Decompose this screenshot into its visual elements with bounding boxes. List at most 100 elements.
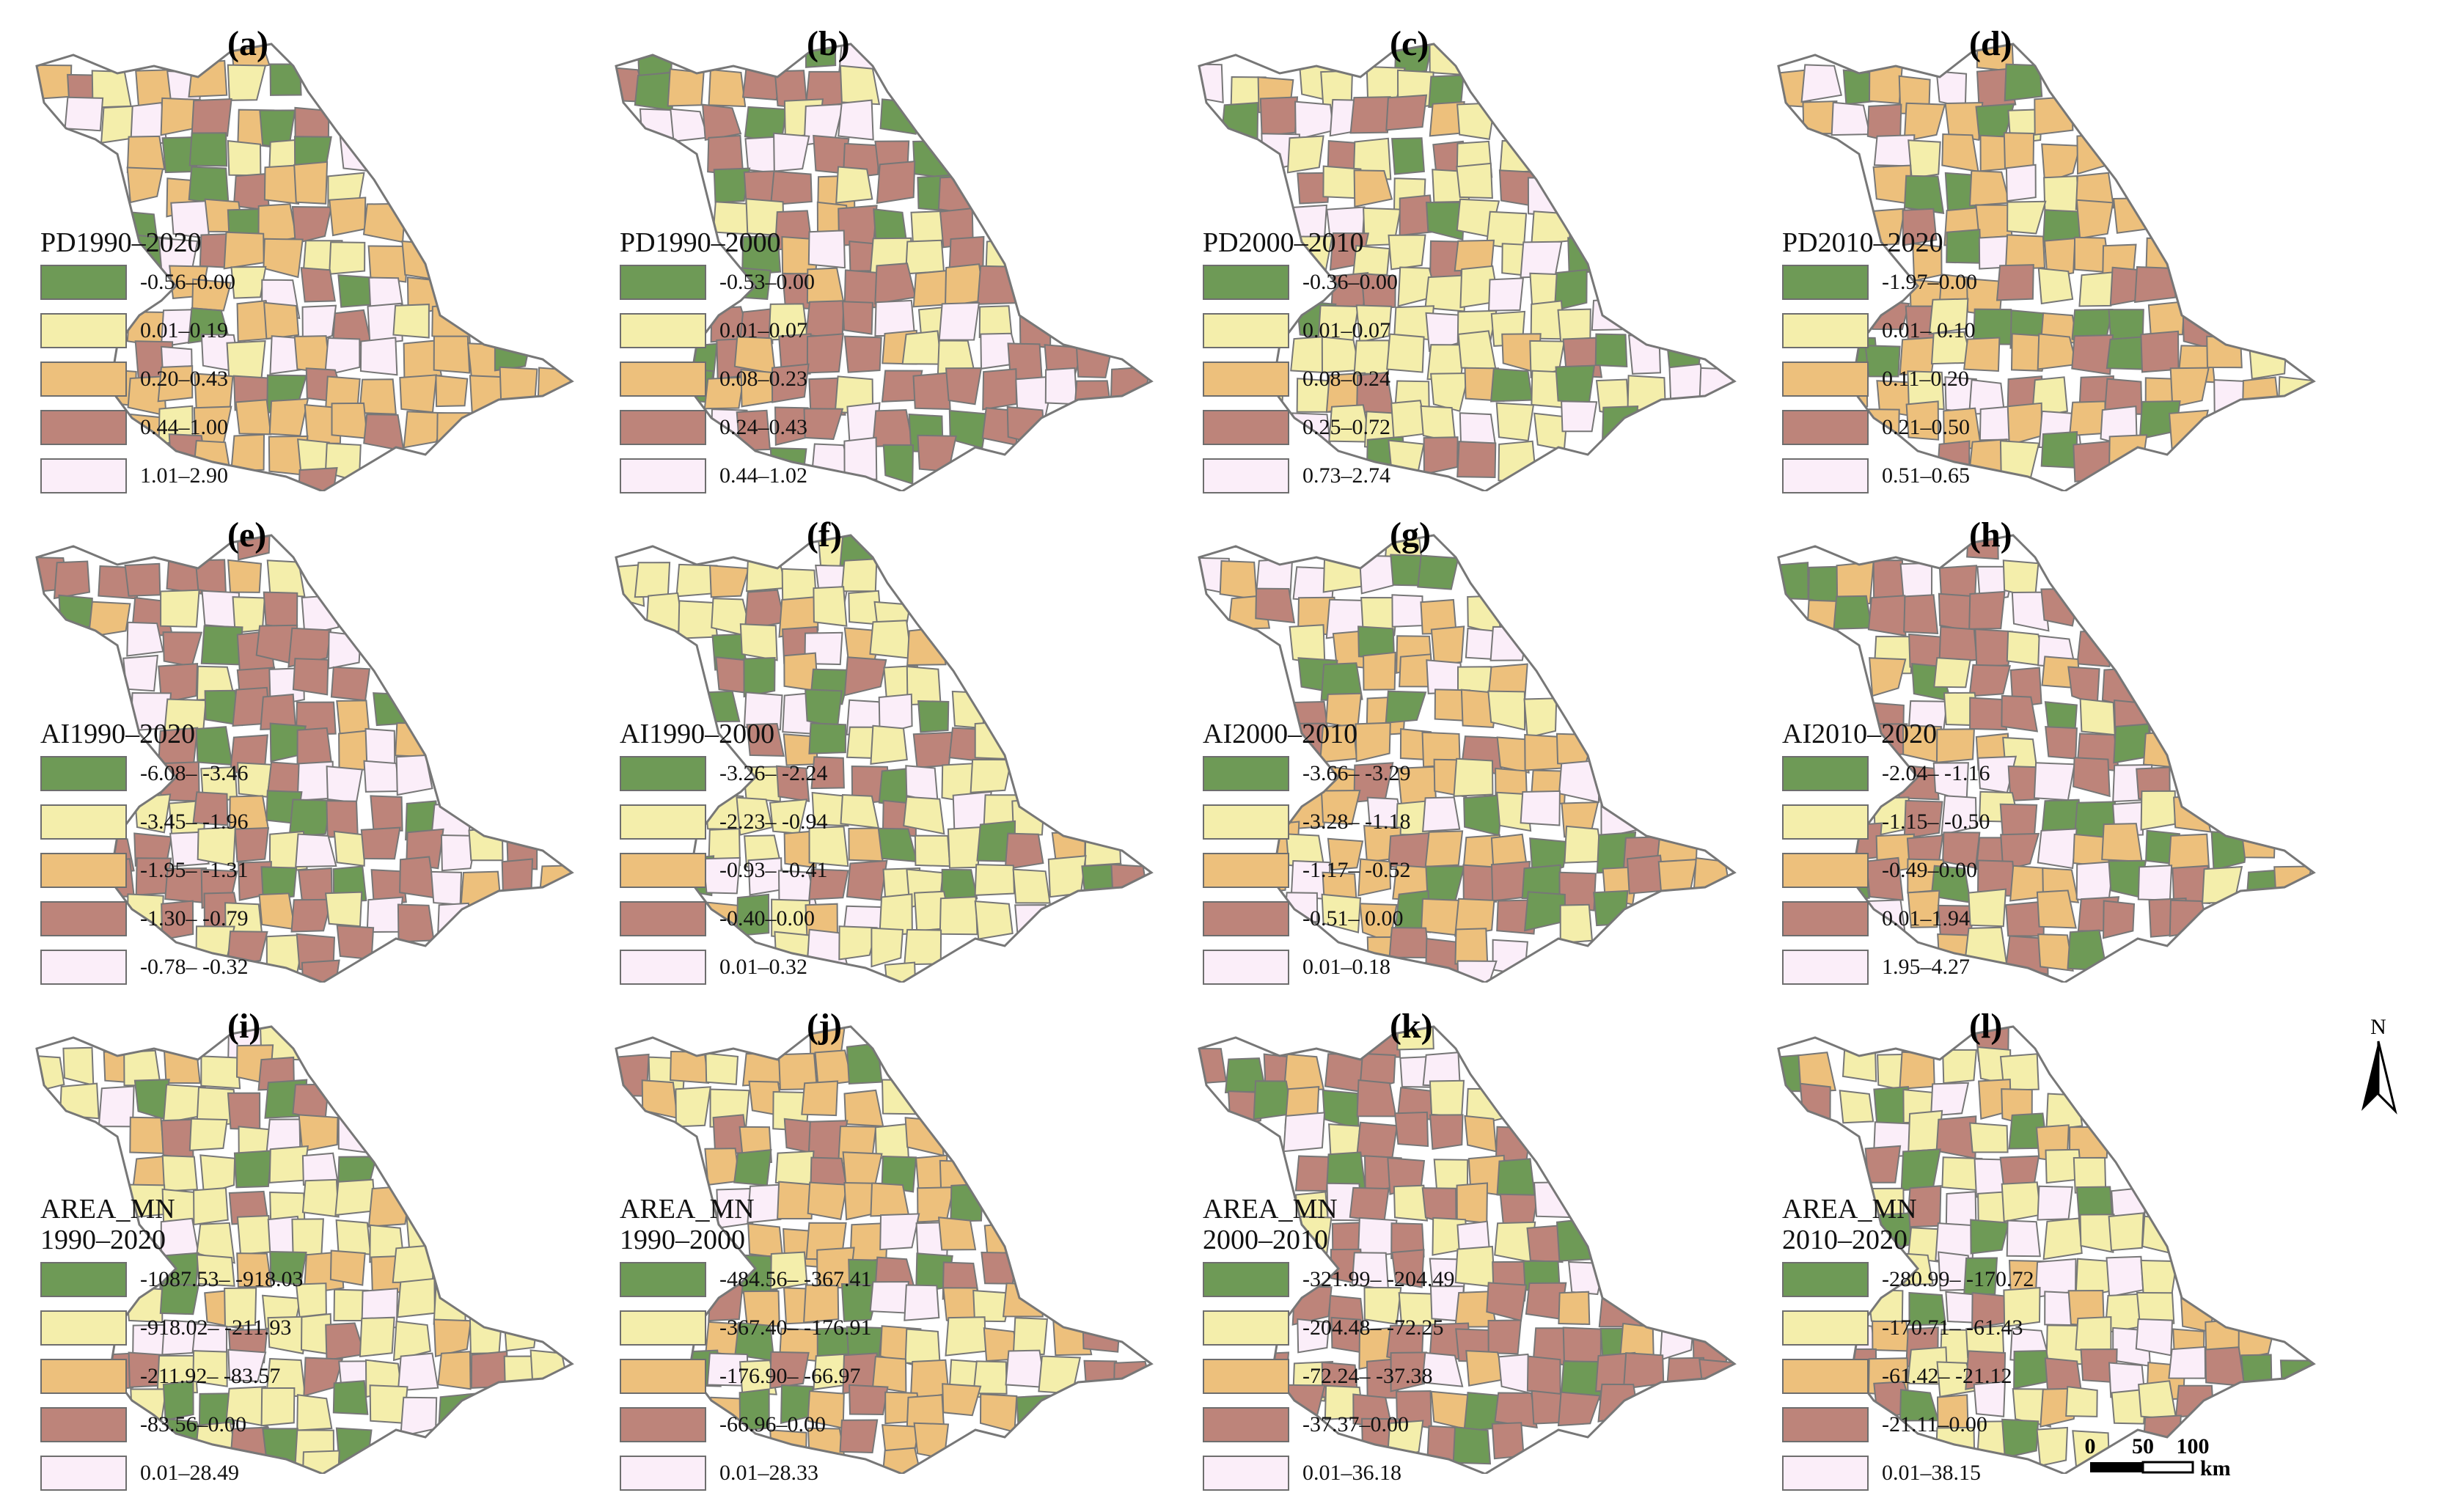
county-region xyxy=(2106,1255,2144,1298)
county-region xyxy=(1360,596,1399,636)
legend-range: 0.01– 0.10 xyxy=(1882,318,1976,342)
county-region xyxy=(161,900,194,941)
legend-item: 0.44–1.00 xyxy=(40,403,235,452)
county-region xyxy=(359,378,397,415)
legend-item: -170.71– -61.43 xyxy=(1782,1304,2034,1352)
county-region xyxy=(1593,889,1629,927)
legend-item: -1087.53– -918.03 xyxy=(40,1255,303,1304)
county-region xyxy=(1567,237,1605,275)
legend-range: -1087.53– -918.03 xyxy=(140,1267,304,1291)
county-region xyxy=(1386,333,1425,373)
legend-swatch xyxy=(40,804,127,840)
county-region xyxy=(2006,1219,2041,1258)
legend-swatch xyxy=(40,1262,127,1297)
legend: AREA_MN 2000–2010 -321.99– -204.49 -204.48… xyxy=(1203,1194,1454,1497)
legend-range: -0.36–0.00 xyxy=(1302,270,1398,294)
county-region xyxy=(430,870,463,906)
county-region xyxy=(329,241,366,275)
county-region xyxy=(838,99,874,141)
legend-range: -1.30– -0.79 xyxy=(140,906,249,931)
panel-label: (h) xyxy=(1969,515,2012,554)
county-region xyxy=(62,1046,95,1087)
county-region xyxy=(803,408,844,440)
legend-item: 1.01–2.90 xyxy=(40,452,235,500)
legend-swatch xyxy=(1203,1310,1289,1346)
panel-label: (b) xyxy=(807,24,850,63)
county-region xyxy=(2134,265,2177,304)
county-region xyxy=(2075,199,2114,240)
legend-title: PD2010–2020 xyxy=(1782,227,1943,258)
county-region xyxy=(904,1284,940,1321)
county-region xyxy=(1559,903,1594,944)
legend-swatch xyxy=(40,265,127,300)
county-region xyxy=(227,139,262,177)
legend-item: -176.90– -66.97 xyxy=(620,1352,871,1401)
county-region xyxy=(1360,272,1396,310)
county-region xyxy=(335,1219,372,1255)
legend-range: -1.15– -0.50 xyxy=(1882,810,1990,834)
county-region xyxy=(1457,330,1497,370)
county-region xyxy=(848,827,884,862)
legend-range: -37.37–0.00 xyxy=(1302,1412,1409,1436)
county-region xyxy=(291,205,332,244)
legend-range: -21.11–0.00 xyxy=(1882,1412,1987,1436)
county-region xyxy=(2036,1426,2069,1467)
county-region xyxy=(258,892,296,931)
county-region xyxy=(157,365,194,403)
county-region xyxy=(739,1388,770,1432)
county-region xyxy=(938,301,981,341)
county-region xyxy=(236,1252,273,1288)
county-region xyxy=(2137,865,2173,901)
county-region xyxy=(1903,799,1943,840)
county-region xyxy=(746,722,785,757)
map-panel-j xyxy=(615,1025,1154,1474)
county-region xyxy=(362,202,406,243)
county-region xyxy=(1975,204,2013,240)
county-region xyxy=(1839,1090,1875,1124)
county-region xyxy=(742,1290,780,1327)
legend-item: -83.56–0.00 xyxy=(40,1401,303,1449)
county-region xyxy=(469,1316,503,1354)
legend: AI1990–2020 -6.08– -3.46 -3.45– -1.96 -1.95… xyxy=(40,719,248,991)
county-region xyxy=(363,760,400,793)
county-region xyxy=(1462,864,1498,904)
county-region xyxy=(839,65,881,106)
legend-item: 0.01– 0.10 xyxy=(1782,307,1977,355)
legend-title: AI1990–2020 xyxy=(40,719,196,749)
legend-item: 0.11–0.20 xyxy=(1782,355,1977,403)
county-region xyxy=(2140,790,2176,831)
county-region xyxy=(440,834,478,872)
legend: PD1990–2020 -0.56–0.00 0.01–0.19 0.20–0.43 0… xyxy=(40,227,235,500)
county-region xyxy=(194,559,227,595)
legend-range: -3.26– -2.24 xyxy=(719,761,828,785)
county-region xyxy=(1421,1351,1464,1387)
county-region xyxy=(945,1316,987,1357)
county-region xyxy=(433,1318,472,1358)
panel-label: (k) xyxy=(1390,1007,1433,1046)
county-region xyxy=(2007,200,2047,235)
legend-title: AI1990–2000 xyxy=(620,719,775,749)
county-region xyxy=(807,230,846,269)
county-region xyxy=(1487,1319,1522,1355)
legend-swatch xyxy=(40,1359,127,1394)
county-region xyxy=(1900,1148,1941,1192)
county-region xyxy=(2138,1380,2177,1420)
county-region xyxy=(1294,1155,1330,1192)
county-region xyxy=(1526,1225,1564,1263)
legend: PD2000–2010 -0.36–0.00 0.01–0.07 0.08–0.24 0… xyxy=(1203,227,1398,500)
county-region xyxy=(744,589,786,631)
legend-item: -21.11–0.00 xyxy=(1782,1401,2034,1449)
legend-range: 0.01–0.18 xyxy=(1302,955,1390,979)
county-region xyxy=(942,1383,982,1417)
legend-swatch xyxy=(1203,265,1289,300)
county-region xyxy=(1492,939,1528,976)
county-region xyxy=(327,631,362,669)
legend-item: 0.01–0.07 xyxy=(1203,307,1398,355)
county-region xyxy=(192,1350,228,1387)
county-region xyxy=(1903,594,1939,634)
county-region xyxy=(2004,63,2043,102)
county-region xyxy=(2037,828,2078,870)
county-region xyxy=(288,799,331,838)
county-region xyxy=(2007,765,2042,801)
legend-swatch xyxy=(40,1407,127,1442)
